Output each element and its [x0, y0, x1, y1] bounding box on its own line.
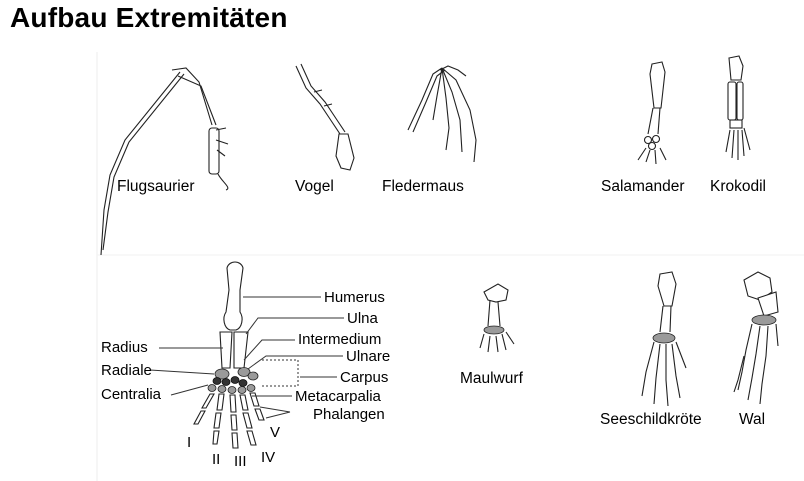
label-flugsaurier: Flugsaurier — [117, 178, 195, 195]
label-fledermaus: Fledermaus — [382, 178, 464, 195]
seeschildkroete-limb-drawing — [641, 271, 687, 407]
digit-label-3: III — [234, 453, 247, 470]
label-humerus: Humerus — [324, 289, 385, 306]
salamander-limb-drawing — [637, 61, 667, 165]
label-salamander: Salamander — [601, 178, 685, 195]
digit-label-1: I — [187, 434, 192, 451]
label-metacarpalia: Metacarpalia — [295, 388, 381, 405]
label-seeschildkroete: Seeschildkröte — [600, 411, 702, 428]
label-radiale: Radiale — [101, 362, 152, 379]
forelimb-diagram — [149, 261, 344, 449]
label-phalangen: Phalangen — [313, 406, 385, 423]
krokodil-limb-drawing — [725, 55, 751, 160]
label-ulna: Ulna — [347, 310, 378, 327]
vogel-limb-drawing — [295, 63, 355, 171]
page-title: Aufbau Extremitäten — [10, 2, 288, 33]
label-vogel: Vogel — [295, 178, 334, 195]
label-intermedium: Intermedium — [298, 331, 382, 348]
label-wal: Wal — [739, 411, 766, 428]
maulwurf-limb-drawing — [479, 283, 515, 353]
wal-limb-drawing — [733, 271, 779, 405]
label-carpus: Carpus — [340, 369, 389, 386]
digit-label-5: V — [270, 424, 281, 441]
label-radius: Radius — [101, 339, 148, 356]
label-krokodil: Krokodil — [710, 178, 766, 195]
label-ulnare: Ulnare — [346, 348, 391, 365]
digit-label-4: IV — [261, 449, 276, 466]
label-maulwurf: Maulwurf — [460, 370, 523, 387]
fledermaus-limb-drawing — [407, 65, 477, 163]
flugsaurier-limb-drawing — [100, 67, 229, 256]
digit-label-2: II — [212, 451, 221, 468]
label-centralia: Centralia — [101, 386, 162, 403]
